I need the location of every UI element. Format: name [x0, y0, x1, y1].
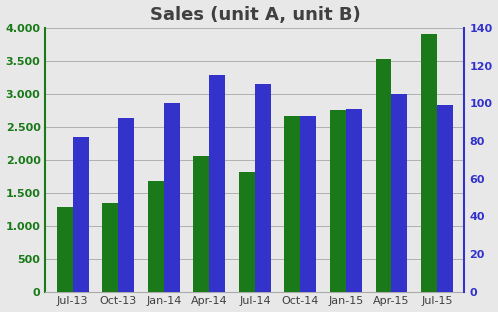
- Bar: [284, 116, 300, 292]
- Bar: [346, 109, 362, 292]
- Bar: [391, 94, 407, 292]
- Bar: [148, 182, 164, 292]
- Bar: [193, 156, 209, 292]
- Bar: [209, 75, 225, 292]
- Bar: [375, 59, 391, 292]
- Bar: [57, 207, 73, 292]
- Bar: [300, 116, 316, 292]
- Bar: [164, 103, 180, 292]
- Bar: [102, 203, 118, 292]
- Bar: [421, 35, 437, 292]
- Bar: [239, 172, 255, 292]
- Bar: [330, 110, 346, 292]
- Bar: [73, 137, 89, 292]
- Bar: [255, 84, 271, 292]
- Title: Sales (unit A, unit B): Sales (unit A, unit B): [149, 6, 360, 23]
- Bar: [437, 105, 453, 292]
- Bar: [118, 118, 134, 292]
